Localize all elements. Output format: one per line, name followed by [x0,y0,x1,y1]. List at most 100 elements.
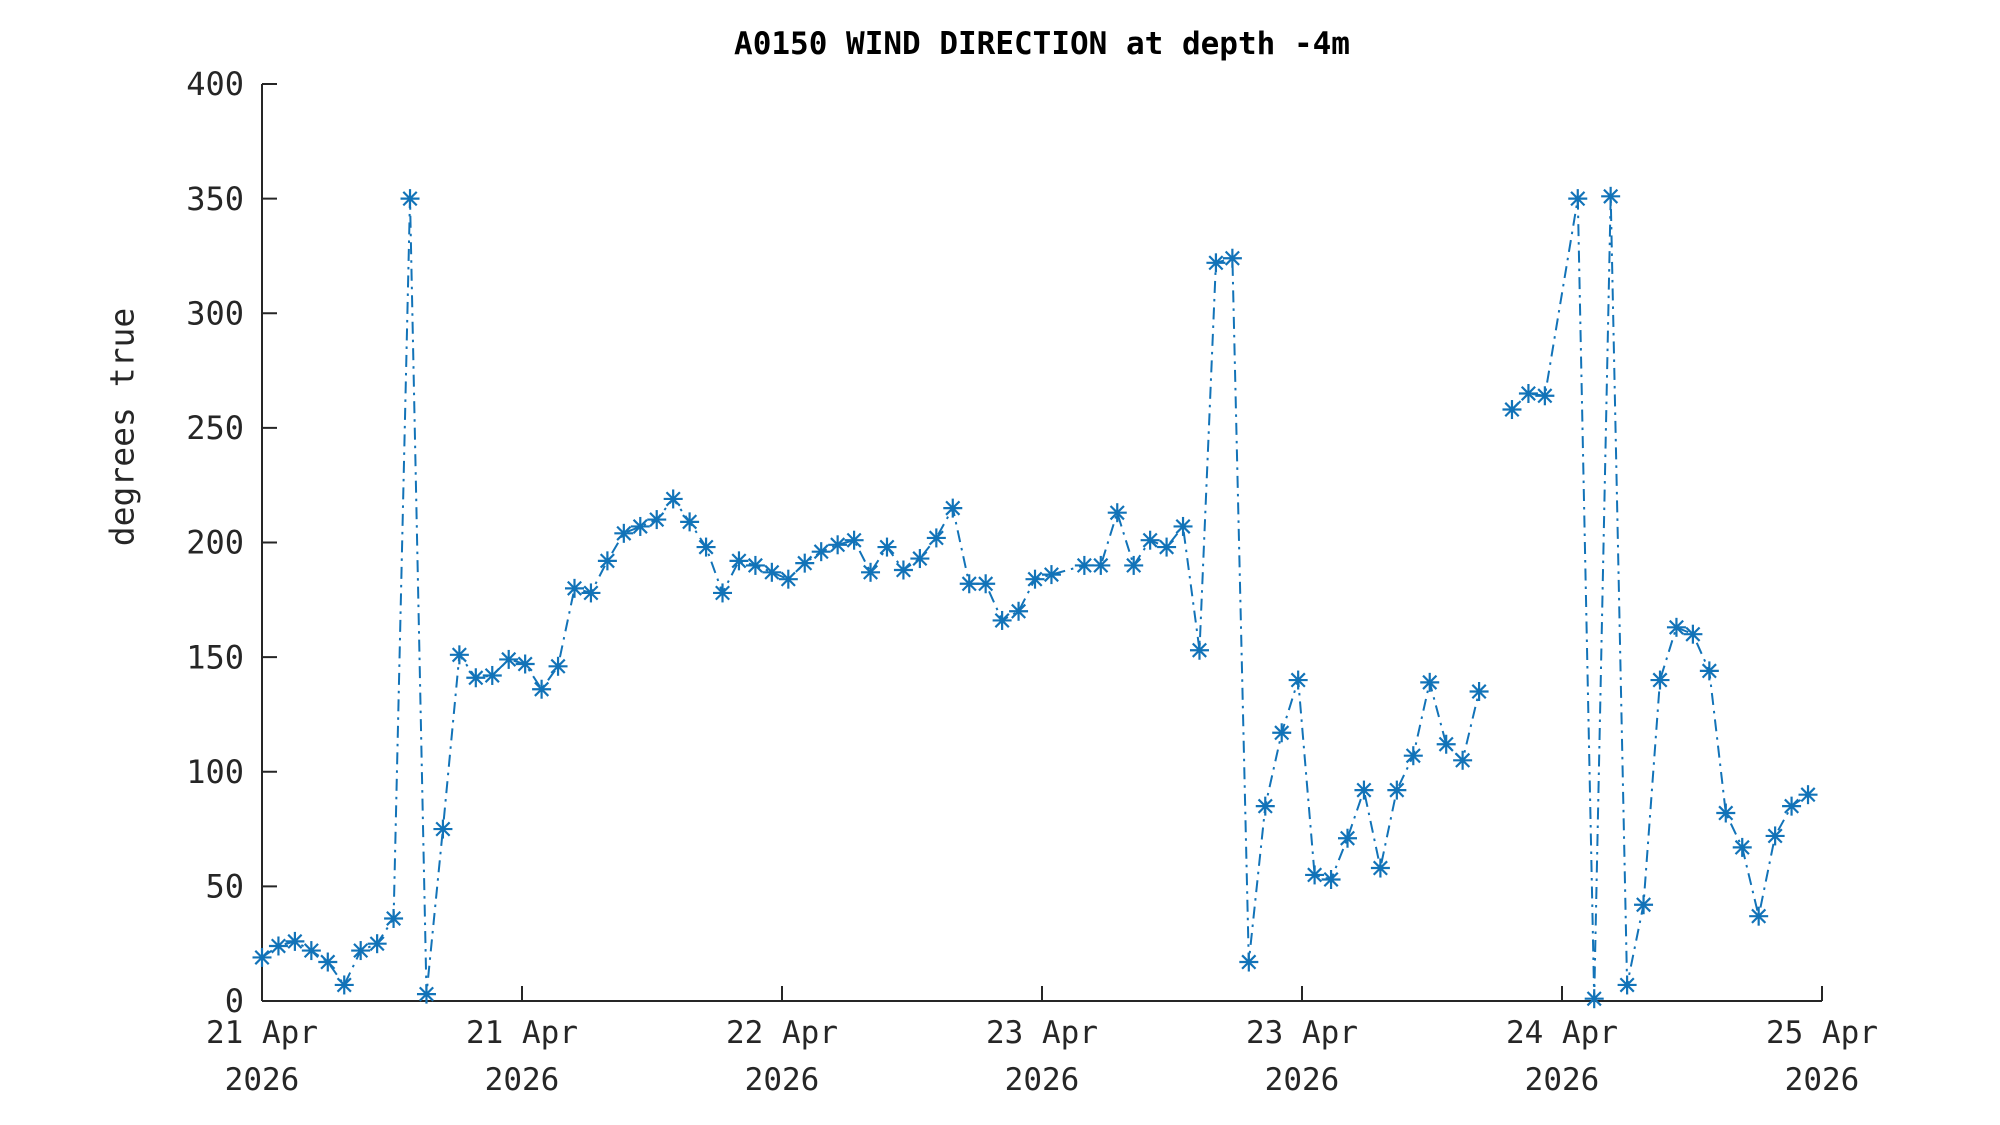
asterisk-ray [1372,860,1388,876]
data-point-marker [1535,386,1555,406]
asterisk-ray [928,530,944,546]
asterisk-ray [1504,402,1520,418]
asterisk-ray [517,656,533,672]
data-point-marker [1387,780,1407,800]
data-point-marker [828,535,848,555]
data-point-marker [1403,746,1423,766]
data-series-line [1511,196,1809,999]
y-tick-label: 250 [186,409,244,447]
asterisk-ray [1093,557,1109,573]
asterisk-ray [1224,250,1240,266]
data-point-marker [1272,723,1292,743]
asterisk-ray [1800,787,1816,803]
data-point-marker [1782,796,1802,816]
data-point-marker [1699,661,1719,681]
asterisk-ray [912,551,928,567]
data-point-marker [1041,565,1061,585]
data-point-marker [301,941,321,961]
asterisk-ray [369,936,385,952]
data-point-marker [1453,750,1473,770]
asterisk-ray [1619,977,1635,993]
x-tick-label-year: 2026 [225,1062,300,1098]
data-point-marker [1091,555,1111,575]
data-point-marker [564,578,584,598]
x-tick-label: 22 Apr [726,1015,838,1051]
x-tick-label: 25 Apr [1766,1015,1878,1051]
data-point-marker [581,583,601,603]
data-point-marker [1469,682,1489,702]
data-point-marker [1354,780,1374,800]
data-point-marker [630,516,650,536]
asterisk-ray [1076,557,1092,573]
data-point-marker [663,489,683,509]
asterisk-ray [1389,782,1405,798]
data-point-marker [1239,952,1259,972]
y-tick-label: 200 [186,524,244,562]
asterisk-ray [386,910,402,926]
data-point-marker [745,555,765,575]
data-point-marker [729,551,749,571]
asterisk-ray [879,539,895,555]
data-point-marker [696,537,716,557]
data-point-marker [1716,803,1736,823]
data-point-marker [1666,617,1686,637]
data-point-marker [647,510,667,530]
y-tick-label: 350 [186,180,244,218]
asterisk-ray [1537,388,1553,404]
asterisk-ray [1011,603,1027,619]
asterisk-ray [649,512,665,528]
asterisk-ray [583,585,599,601]
asterisk-ray [698,539,714,555]
asterisk-ray [254,949,270,965]
data-point-marker [433,819,453,839]
asterisk-ray [287,933,303,949]
data-point-marker [1222,248,1242,268]
asterisk-ray [1356,782,1372,798]
data-point-marker [910,549,930,569]
data-point-marker [449,645,469,665]
data-point-marker [351,941,371,961]
data-point-marker [1107,503,1127,523]
data-point-marker [1568,189,1588,209]
data-point-marker [926,528,946,548]
data-point-marker [1436,734,1456,754]
data-point-marker [778,569,798,589]
x-tick-label: 21 Apr [466,1015,578,1051]
data-point-marker [893,560,913,580]
asterisk-ray [1208,255,1224,271]
data-point-marker [1650,670,1670,690]
data-point-marker [762,562,782,582]
data-point-marker [614,523,634,543]
data-point-marker [499,649,519,669]
data-point-marker [1518,383,1538,403]
asterisk-ray [566,580,582,596]
asterisk-ray [1668,619,1684,635]
data-point-marker [861,562,881,582]
asterisk-ray [978,576,994,592]
asterisk-ray [435,821,451,837]
data-point-marker [1305,865,1325,885]
data-point-marker [1749,906,1769,926]
y-tick-label: 0 [225,982,244,1020]
asterisk-ray [1471,684,1487,700]
asterisk-ray [764,564,780,580]
asterisk-ray [863,564,879,580]
data-point-marker [1173,516,1193,536]
data-point-marker [318,952,338,972]
data-point-marker [416,984,436,1004]
asterisk-ray [1718,805,1734,821]
asterisk-ray [1586,991,1602,1007]
asterisk-ray [961,576,977,592]
asterisk-ray [1652,672,1668,688]
x-tick-label-year: 2026 [1785,1062,1860,1098]
asterisk-ray [501,651,517,667]
asterisk-ray [336,977,352,993]
asterisk-ray [846,532,862,548]
asterisk-ray [1191,642,1207,658]
asterisk-ray [1340,830,1355,846]
asterisk-ray [550,658,566,674]
data-point-marker [532,679,552,699]
asterisk-ray [994,612,1010,628]
